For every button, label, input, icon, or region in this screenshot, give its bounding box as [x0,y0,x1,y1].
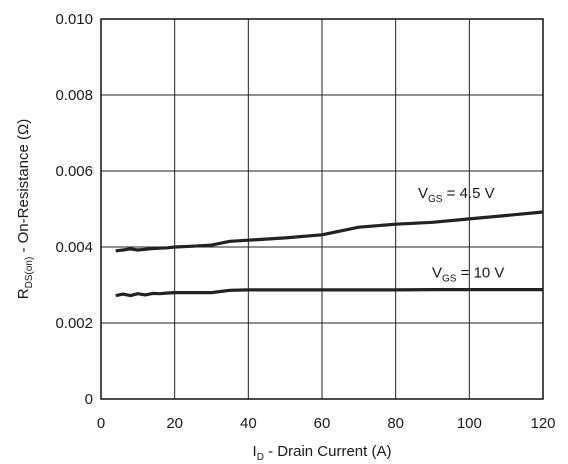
y-tick-labels: 0 0.002 0.004 0.006 0.008 0.010 [55,11,93,408]
x-tick-label: 80 [387,415,404,432]
grid-lines [101,19,543,399]
series-line-1 [115,210,544,253]
x-tick-label: 40 [240,415,257,432]
plot-frame [100,18,544,400]
y-tick-label: 0 [85,391,93,408]
series-group [115,210,544,298]
y-tick-label: 0.006 [55,163,93,180]
y-tick-label: 0.004 [55,239,93,256]
x-tick-label: 20 [166,415,183,432]
x-tick-label: 120 [530,415,555,432]
y-axis-title: RDS(on) - On-Resistance (Ω) [15,119,35,299]
series-label-2: VGS = 10 V [432,265,504,285]
x-tick-labels: 0 20 40 60 80 100 120 [97,415,556,432]
series-line-2 [115,288,543,298]
x-tick-label: 0 [97,415,105,432]
x-tick-label: 60 [314,415,331,432]
series-labels: VGS = 4.5 V VGS = 10 V [418,185,504,285]
x-axis-title: ID - Drain Current (A) [253,443,392,463]
x-tick-label: 100 [457,415,482,432]
y-tick-label: 0.010 [55,11,93,28]
y-tick-label: 0.008 [55,87,93,104]
y-tick-label: 0.002 [55,315,93,332]
series-label-1: VGS = 4.5 V [418,185,495,205]
